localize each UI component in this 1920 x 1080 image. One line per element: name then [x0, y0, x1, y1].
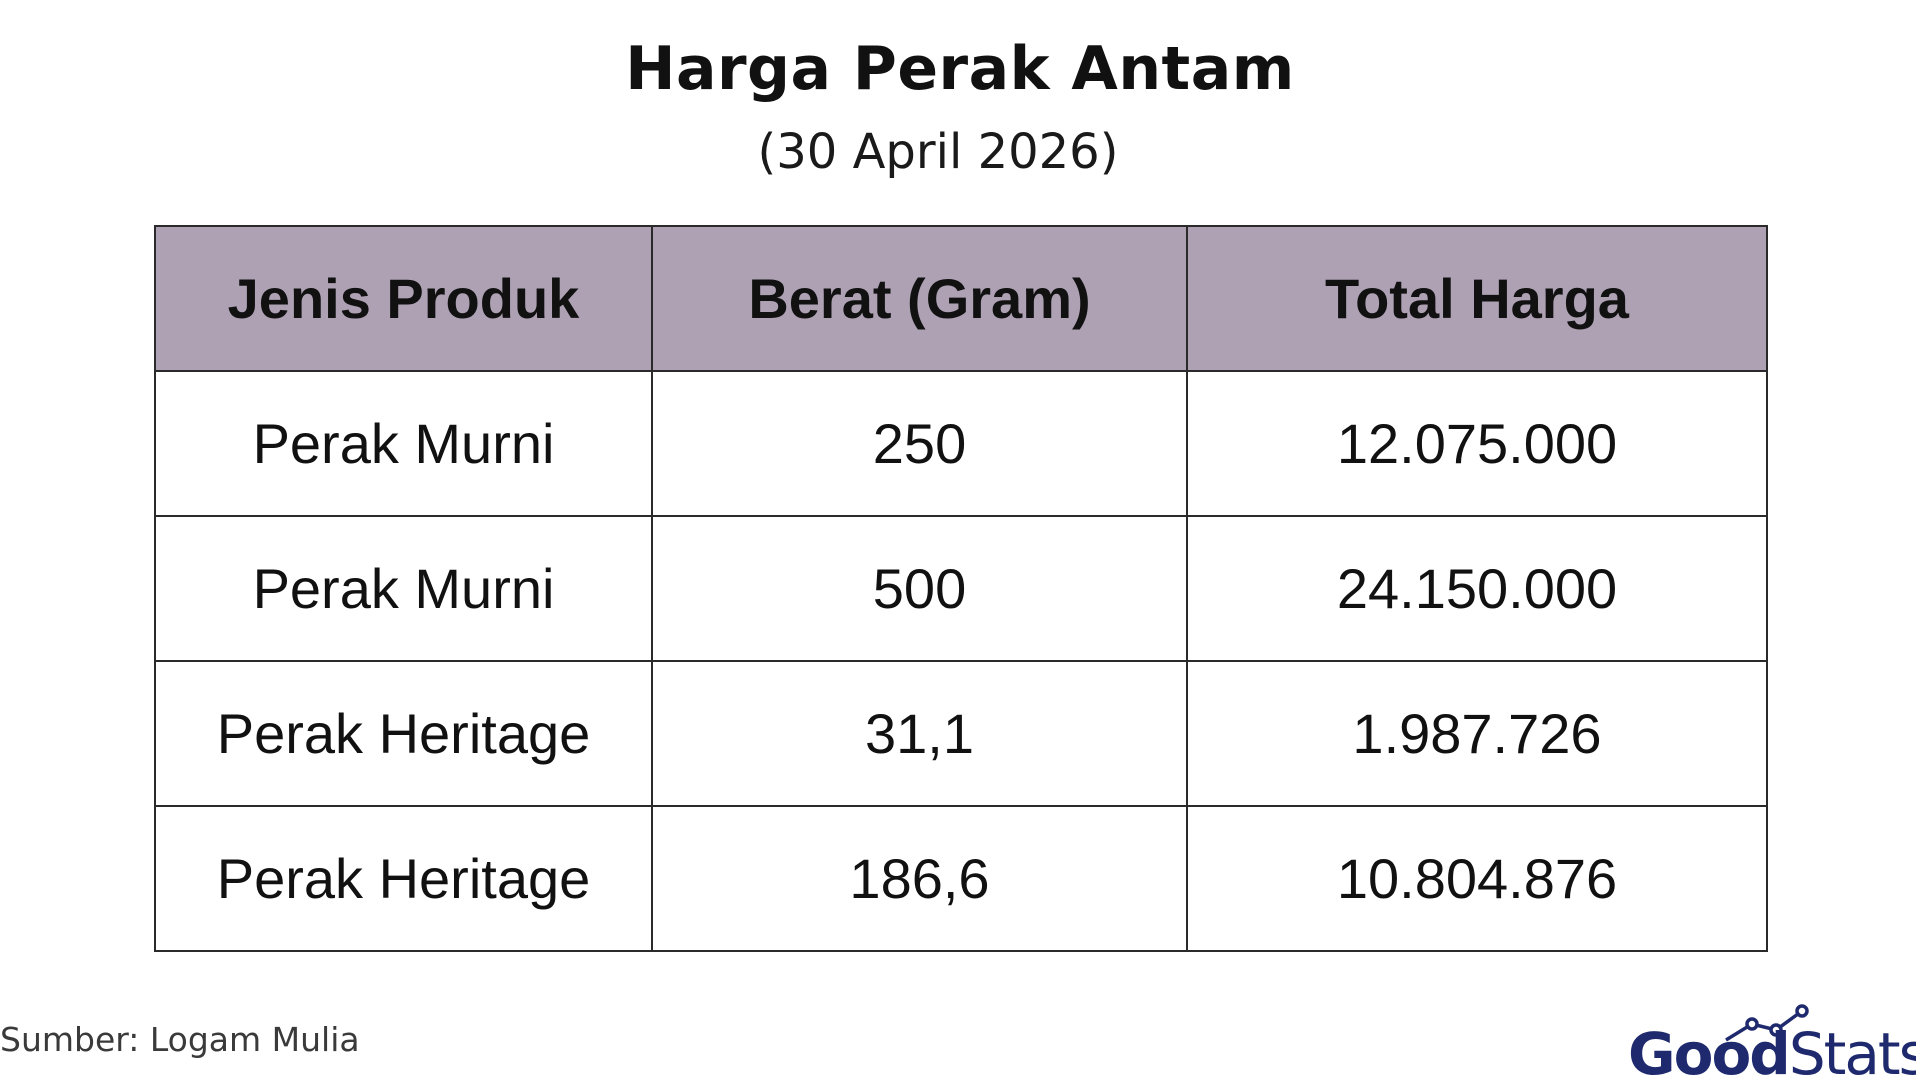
cell-total-price: 10.804.876: [1186, 805, 1768, 952]
goodstats-logo: GoodStats: [1626, 1000, 1916, 1080]
cell-total-price: 1.987.726: [1186, 660, 1768, 807]
table-row: Perak Heritage 31,1 1.987.726: [154, 660, 1768, 807]
cell-product: Perak Murni: [154, 515, 653, 662]
trend-line-icon: [1725, 1004, 1809, 1042]
page-title: Harga Perak Antam: [625, 34, 1295, 104]
column-header-total-price: Total Harga: [1186, 225, 1768, 372]
cell-total-price: 24.150.000: [1186, 515, 1768, 662]
logo-word-good: Good: [1628, 1020, 1789, 1080]
cell-weight: 186,6: [651, 805, 1188, 952]
page-subtitle-date: (30 April 2026): [757, 124, 1119, 180]
cell-weight: 31,1: [651, 660, 1188, 807]
source-note: Sumber: Logam Mulia: [0, 1020, 360, 1059]
table-row: Perak Murni 250 12.075.000: [154, 370, 1768, 517]
column-header-weight: Berat (Gram): [651, 225, 1188, 372]
cell-product: Perak Heritage: [154, 805, 653, 952]
column-header-product: Jenis Produk: [154, 225, 653, 372]
cell-product: Perak Murni: [154, 370, 653, 517]
cell-weight: 250: [651, 370, 1188, 517]
price-table: Jenis Produk Berat (Gram) Total Harga Pe…: [154, 225, 1768, 952]
cell-product: Perak Heritage: [154, 660, 653, 807]
logo-wordmark: GoodStats: [1628, 1020, 1916, 1080]
logo-word-stats: Stats: [1789, 1020, 1916, 1080]
table-row: Perak Heritage 186,6 10.804.876: [154, 805, 1768, 952]
table-header-row: Jenis Produk Berat (Gram) Total Harga: [154, 225, 1768, 372]
cell-total-price: 12.075.000: [1186, 370, 1768, 517]
cell-weight: 500: [651, 515, 1188, 662]
goodstats-logo-graphic: GoodStats: [1628, 1004, 1916, 1080]
table-row: Perak Murni 500 24.150.000: [154, 515, 1768, 662]
